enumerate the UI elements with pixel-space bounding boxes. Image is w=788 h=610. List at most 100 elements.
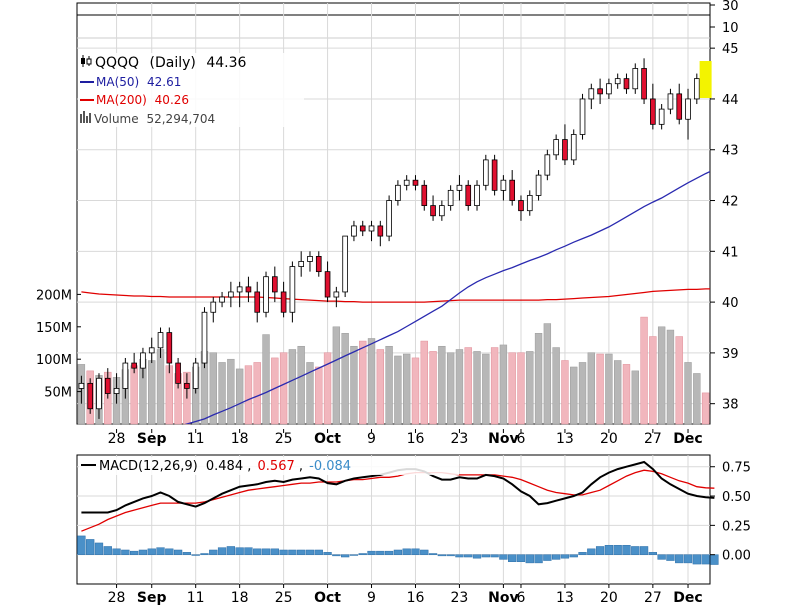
macd-hist-bar: [534, 554, 543, 564]
volume-bar: [148, 360, 156, 425]
price-tick-label: 40: [722, 296, 739, 311]
candle-body: [377, 225, 384, 237]
x-tick-label: 27: [644, 590, 662, 606]
macd-hist-bar: [639, 546, 649, 555]
volume-bar: [675, 336, 683, 425]
candle-body: [298, 261, 305, 267]
x-tick-label: Nov: [488, 431, 518, 447]
candle-body: [465, 184, 472, 207]
candle-body: [518, 200, 524, 212]
macd-hist-bar: [692, 554, 701, 565]
svg-text:MA(200) 40.26: MA(200) 40.26: [96, 93, 189, 107]
x-tick-label: Dec: [673, 590, 702, 606]
volume-bar: [614, 360, 622, 425]
x-tick-label: 20: [600, 431, 618, 447]
x-tick-label: 11: [187, 590, 205, 606]
x-tick-label: Oct: [314, 431, 341, 447]
candle: [403, 175, 410, 191]
candle-body: [351, 225, 357, 237]
volume-bar: [253, 362, 261, 425]
macd-hist-bar: [384, 550, 394, 555]
macd-hist-bar: [428, 553, 438, 555]
volume-bar: [227, 358, 235, 425]
candle: [140, 347, 146, 379]
candle-body: [579, 98, 586, 135]
candle-body: [219, 296, 225, 303]
volume-bar: [130, 365, 138, 425]
candle-body: [175, 362, 181, 384]
candle: [122, 357, 129, 399]
macd-hist-bar: [209, 549, 218, 555]
macd-hist-bar: [288, 549, 297, 555]
volume-bar: [701, 392, 710, 425]
volume-bar: [631, 370, 639, 425]
volume-bar: [420, 340, 428, 425]
macd-hist-bar: [367, 550, 376, 555]
candle: [421, 180, 428, 211]
macd-hist-bar: [420, 549, 429, 555]
candle: [201, 307, 208, 369]
x-tick-label: 16: [407, 431, 425, 447]
candle-body: [78, 382, 85, 389]
volume-bar: [394, 355, 402, 425]
legend-interval: (Daily): [150, 55, 196, 71]
macd-histogram: [77, 535, 719, 565]
volume-bar: [385, 345, 393, 425]
volume-bar: [359, 340, 367, 425]
candle: [324, 261, 331, 303]
candle-body: [421, 184, 428, 207]
candle-body: [430, 205, 436, 217]
volume-bar: [262, 334, 270, 425]
candle: [368, 220, 375, 242]
candle: [166, 327, 173, 374]
volume-tick-label: 150M: [36, 321, 72, 336]
candle: [623, 73, 630, 94]
candle: [157, 327, 164, 358]
macd-hist-bar: [613, 545, 622, 555]
macd-hist-bar: [147, 548, 156, 555]
macd-hist-bar: [472, 554, 482, 559]
macd-hist-bar: [516, 554, 526, 562]
candlesticks: [78, 58, 709, 419]
candle-body: [491, 159, 498, 191]
candle-body: [632, 68, 639, 90]
macd-hist-bar: [675, 554, 684, 564]
macd-hist-bar: [253, 548, 262, 555]
candle-body: [544, 154, 551, 176]
candle: [474, 180, 480, 211]
macd-hist-bar: [499, 554, 508, 560]
x-tick-label: Nov: [488, 590, 518, 606]
volume-bar: [657, 326, 666, 425]
macd-hist-bar: [191, 554, 200, 556]
candle-body: [439, 205, 445, 217]
x-tick-label: 9: [367, 590, 376, 606]
candle: [412, 175, 419, 191]
volume-bar: [315, 366, 323, 425]
candle: [439, 200, 445, 221]
candle-body: [263, 276, 269, 313]
candle: [562, 124, 568, 165]
candle: [544, 149, 551, 181]
x-tick-label: 25: [275, 590, 293, 606]
legend-volume-value: 52,294,704: [146, 112, 215, 126]
x-tick-label: 23: [451, 590, 469, 606]
x-tick-label: 20: [600, 590, 618, 606]
candle-body: [526, 195, 533, 212]
price-axis: 45 44 43 42 41 40 39 38 30 10: [710, 0, 739, 413]
macd-hist-bar: [411, 548, 420, 555]
x-tick-label: 16: [407, 590, 425, 606]
candle: [236, 281, 243, 308]
candle-body: [597, 88, 603, 95]
volume-bar: [543, 323, 552, 425]
volume-tick-label: 100M: [36, 353, 72, 368]
volume-bar: [640, 316, 648, 425]
price-legend: QQQQ (Daily) 44.36 MA(50) 42.61 MA(200) …: [78, 53, 304, 127]
candle-body: [236, 286, 243, 293]
candle-body: [474, 184, 480, 207]
candle: [526, 190, 533, 216]
macd-tick-label: 0.75: [722, 461, 751, 476]
candle: [175, 357, 181, 389]
candle-body: [368, 225, 375, 232]
x-tick-label: 11: [187, 431, 205, 447]
